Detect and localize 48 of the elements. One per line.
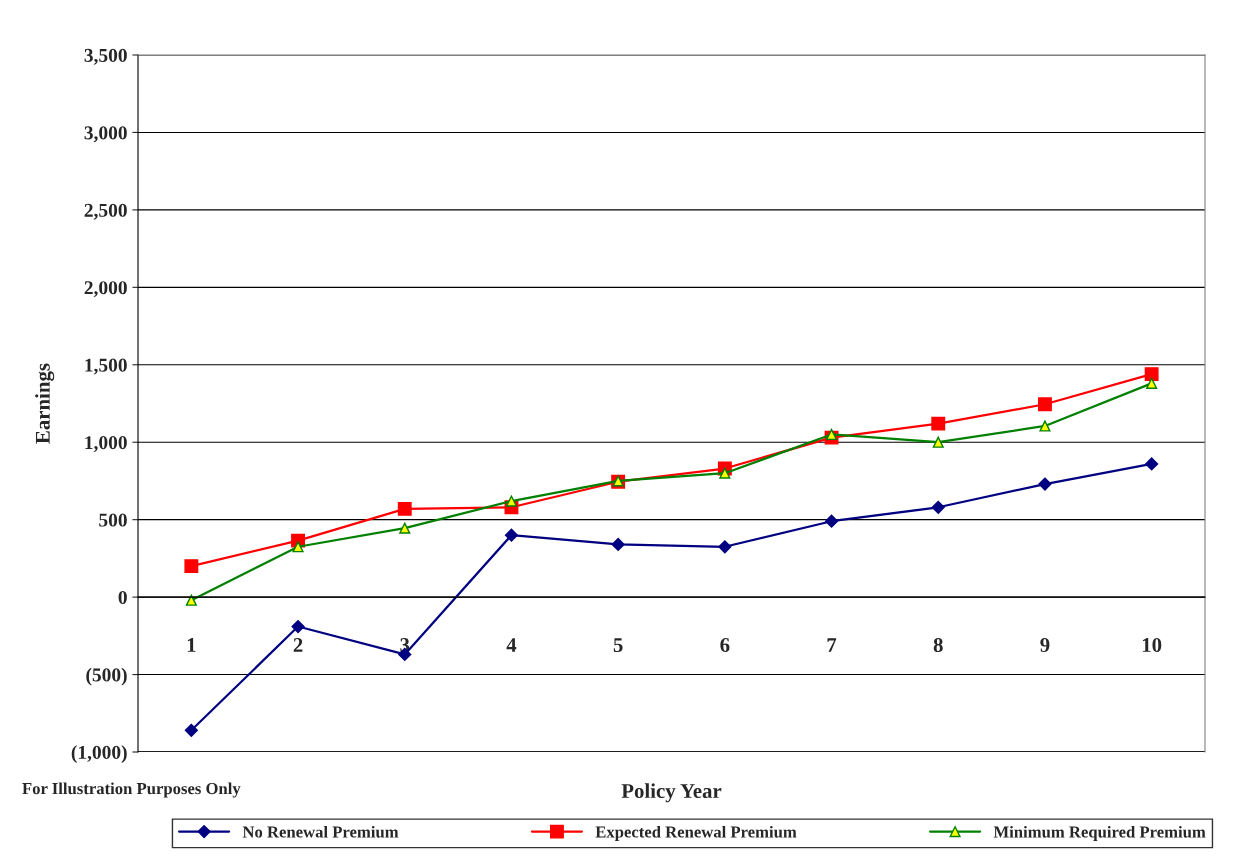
point — [611, 537, 625, 552]
legend-label: No Renewal Premium — [242, 825, 399, 838]
x-tick-label: 8 — [933, 637, 943, 653]
y-tick-label: (1,000) — [71, 745, 127, 763]
point — [719, 467, 731, 479]
point — [292, 541, 304, 553]
y-tick-label: 1,500 — [85, 358, 127, 375]
x-tick-label: 1 — [187, 638, 196, 652]
point — [825, 428, 838, 441]
point — [932, 436, 944, 448]
y-axis-title: Earnings — [35, 363, 55, 444]
point — [184, 559, 199, 574]
point — [185, 594, 197, 606]
point — [931, 416, 946, 431]
y-tick-label: 2,500 — [84, 203, 127, 220]
y-tick-label: 1,000 — [85, 436, 127, 452]
point — [718, 540, 732, 554]
legend-label: Minimum Required Premium — [993, 825, 1206, 841]
y-tick-label: 3,500 — [84, 48, 127, 65]
x-tick-label: 10 — [1142, 637, 1162, 653]
x-tick-label: 6 — [720, 638, 730, 653]
x-axis-title: Policy Year — [621, 783, 722, 803]
x-tick-label: 2 — [293, 638, 303, 652]
point — [1039, 420, 1051, 432]
x-tick-label: 5 — [613, 638, 623, 653]
point — [824, 514, 839, 528]
y-tick-label: 500 — [99, 513, 127, 527]
y-tick-label: 3,000 — [84, 126, 127, 143]
x-tick-label: 7 — [827, 638, 837, 652]
y-tick-label: (500) — [86, 667, 127, 686]
point — [184, 723, 198, 737]
point — [1144, 367, 1159, 382]
point — [1145, 457, 1159, 471]
x-tick-label: 9 — [1040, 638, 1050, 653]
y-tick-label: 0 — [118, 590, 127, 605]
point — [931, 500, 945, 514]
point — [504, 528, 519, 542]
y-tick-label: 2,000 — [84, 281, 127, 298]
point — [1146, 377, 1158, 389]
point — [291, 619, 305, 634]
point — [1038, 397, 1052, 412]
point — [397, 501, 412, 516]
point — [505, 495, 518, 507]
legend-label: Expected Renewal Premium — [595, 825, 797, 841]
text: For Illustration Purposes Only — [22, 782, 241, 798]
point — [399, 522, 411, 534]
x-tick-label: 4 — [506, 638, 517, 652]
point — [1038, 477, 1052, 491]
